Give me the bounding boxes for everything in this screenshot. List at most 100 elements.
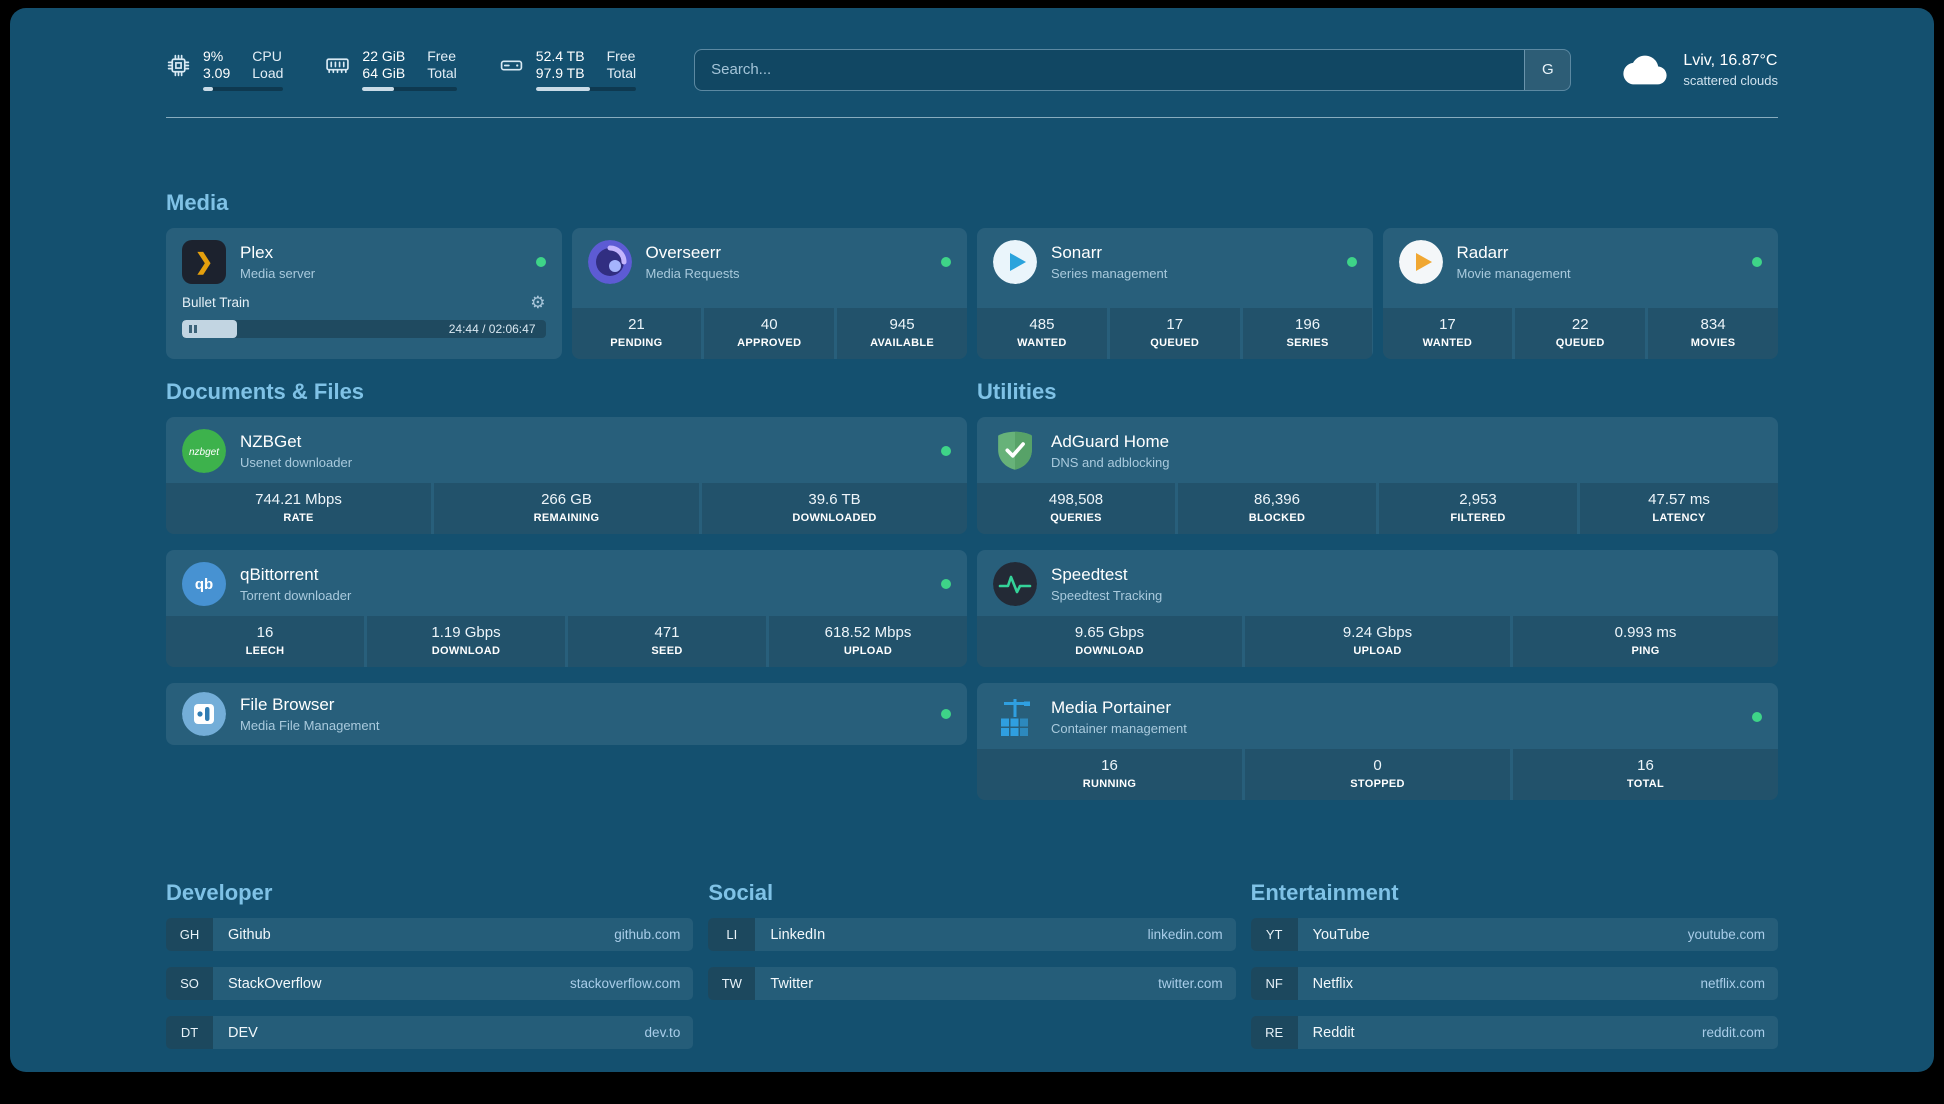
stat-value: 9.24 Gbps bbox=[1342, 624, 1413, 641]
stat-value: 47.57 ms bbox=[1648, 491, 1710, 508]
stat-value: 618.52 Mbps bbox=[824, 624, 912, 641]
stat-label: BLOCKED bbox=[1248, 512, 1306, 524]
status-dot bbox=[941, 446, 951, 456]
stat-tile: 21 PENDING bbox=[571, 308, 702, 359]
stat-label: UPLOAD bbox=[843, 645, 893, 657]
stat-label: SEED bbox=[651, 645, 683, 657]
stat-label: QUEUED bbox=[1555, 337, 1605, 349]
column-documents: Documents & Files nzbget NZBGet Usenet d… bbox=[166, 379, 967, 761]
cpu-percent: 9% bbox=[203, 48, 224, 64]
stat-label: REMAINING bbox=[533, 512, 600, 524]
stat-tile: 834 MOVIES bbox=[1648, 308, 1778, 359]
service-stats: 16 LEECH 1.19 Gbps DOWNLOAD 471 SEED 6 bbox=[166, 616, 967, 667]
service-card-nzbget[interactable]: nzbget NZBGet Usenet downloader 744.21 M… bbox=[166, 417, 967, 534]
section-media: Media ❯ Plex Media server Bullet Train bbox=[166, 190, 1778, 359]
service-card-qbittorrent[interactable]: qb qBittorrent Torrent downloader 16 LEE… bbox=[166, 550, 967, 667]
disk-label-top: Free bbox=[606, 48, 636, 64]
stat-value: 1.19 Gbps bbox=[431, 624, 501, 641]
bookmark-url: github.com bbox=[614, 927, 681, 942]
stat-label: RUNNING bbox=[1082, 778, 1137, 790]
bookmark-abbr: NF bbox=[1250, 967, 1298, 1000]
weather-condition: scattered clouds bbox=[1683, 72, 1778, 88]
service-titles: Sonarr Series management bbox=[1051, 243, 1167, 281]
search-input[interactable] bbox=[695, 49, 1525, 90]
dashboard-page: 9% CPU 3.09 Load 22 GiB bbox=[10, 8, 1934, 1072]
stat-tile: 17 QUEUED bbox=[1109, 308, 1240, 359]
bookmark-row-stackoverflow[interactable]: SO StackOverflow stackoverflow.com bbox=[166, 967, 694, 1000]
stat-value: 498,508 bbox=[1048, 491, 1104, 508]
stat-tile: 744.21 Mbps RATE bbox=[166, 483, 431, 534]
service-card-portainer[interactable]: Media Portainer Container management 16 … bbox=[977, 683, 1778, 800]
service-card-filebrowser[interactable]: File Browser Media File Management bbox=[166, 683, 967, 745]
status-dot bbox=[1346, 257, 1357, 267]
service-card-radarr[interactable]: Radarr Movie management 17 WANTED 22 QUE… bbox=[1382, 228, 1779, 359]
bookmark-row-linkedin[interactable]: LI LinkedIn linkedin.com bbox=[708, 918, 1236, 951]
stat-value: 40 bbox=[760, 316, 778, 333]
stat-label: QUEUED bbox=[1150, 337, 1200, 349]
bookmark-name: Netflix bbox=[1312, 975, 1353, 992]
service-subtitle: Media Requests bbox=[645, 266, 740, 281]
service-title: File Browser bbox=[240, 695, 335, 714]
service-card-speedtest[interactable]: Speedtest Speedtest Tracking 9.65 Gbps D… bbox=[977, 550, 1778, 667]
stat-value: 39.6 TB bbox=[808, 491, 861, 508]
service-titles: Radarr Movie management bbox=[1457, 243, 1571, 281]
service-titles: Speedtest Speedtest Tracking bbox=[1051, 565, 1162, 603]
stat-label: APPROVED bbox=[737, 337, 802, 349]
middle-columns: Documents & Files nzbget NZBGet Usenet d… bbox=[166, 379, 1778, 816]
disk-widget: 52.4 TB Free 97.9 TB Total bbox=[499, 48, 637, 91]
overseerr-icon bbox=[587, 240, 632, 284]
player-progress[interactable] bbox=[182, 320, 237, 338]
service-card-overseerr[interactable]: Overseerr Media Requests 21 PENDING 40 A… bbox=[571, 228, 967, 359]
pause-icon[interactable] bbox=[189, 325, 197, 333]
service-card-sonarr[interactable]: Sonarr Series management 485 WANTED 17 Q… bbox=[977, 228, 1373, 359]
bookmark-row-twitter[interactable]: TW Twitter twitter.com bbox=[708, 967, 1236, 1000]
stat-value: 16 bbox=[1637, 757, 1654, 774]
service-title: AdGuard Home bbox=[1051, 432, 1170, 451]
service-title: Plex bbox=[240, 243, 274, 262]
bookmark-row-dev[interactable]: DT DEV dev.to bbox=[166, 1016, 694, 1049]
stat-label: SERIES bbox=[1286, 337, 1329, 349]
service-titles: Media Portainer Container management bbox=[1051, 698, 1187, 736]
status-dot bbox=[535, 257, 546, 267]
bookmark-row-reddit[interactable]: RE Reddit reddit.com bbox=[1250, 1016, 1778, 1049]
memory-total-value: 64 GiB bbox=[362, 65, 406, 81]
service-subtitle: Container management bbox=[1051, 721, 1187, 736]
search-bar: G bbox=[694, 48, 1572, 91]
service-titles: qBittorrent Torrent downloader bbox=[240, 565, 351, 603]
nzbget-icon: nzbget bbox=[182, 429, 226, 473]
bookmark-row-netflix[interactable]: NF Netflix netflix.com bbox=[1250, 967, 1778, 1000]
bookmarks-section: Developer GH Github github.com SO StackO… bbox=[166, 880, 1778, 1072]
now-playing-title: Bullet Train bbox=[182, 295, 250, 310]
bookmark-row-github[interactable]: GH Github github.com bbox=[166, 918, 694, 951]
stat-tile: 86,396 BLOCKED bbox=[1178, 483, 1376, 534]
radarr-icon bbox=[1398, 240, 1443, 284]
service-title: Radarr bbox=[1456, 243, 1509, 262]
gear-icon[interactable]: ⚙ bbox=[530, 293, 546, 312]
bookmark-abbr: LI bbox=[708, 918, 756, 951]
memory-readout: 22 GiB Free 64 GiB Total bbox=[362, 48, 457, 91]
service-stats: 16 RUNNING 0 STOPPED 16 TOTAL bbox=[977, 749, 1778, 800]
service-card-plex[interactable]: ❯ Plex Media server Bullet Train ⚙ bbox=[166, 228, 562, 359]
service-titles: NZBGet Usenet downloader bbox=[240, 432, 352, 470]
content: 9% CPU 3.09 Load 22 GiB bbox=[166, 8, 1778, 1072]
search-provider-button[interactable]: G bbox=[1524, 49, 1571, 90]
portainer-icon bbox=[993, 695, 1037, 739]
section-title-developer: Developer bbox=[166, 880, 273, 905]
memory-free-value: 22 GiB bbox=[362, 48, 406, 64]
service-subtitle: Speedtest Tracking bbox=[1051, 588, 1163, 603]
bookmark-row-youtube[interactable]: YT YouTube youtube.com bbox=[1250, 918, 1778, 951]
bookmark-url: youtube.com bbox=[1687, 927, 1765, 942]
stat-tile: 16 RUNNING bbox=[977, 749, 1242, 800]
memory-progress-bar bbox=[362, 87, 457, 91]
section-title-entertainment: Entertainment bbox=[1250, 880, 1399, 905]
service-stats: 9.65 Gbps DOWNLOAD 9.24 Gbps UPLOAD 0.99… bbox=[977, 616, 1778, 667]
service-stats: 744.21 Mbps RATE 266 GB REMAINING 39.6 T… bbox=[166, 483, 967, 534]
media-grid: ❯ Plex Media server Bullet Train ⚙ bbox=[166, 228, 1778, 359]
service-title: Sonarr bbox=[1051, 243, 1103, 262]
stat-label: LEECH bbox=[245, 645, 285, 657]
stat-value: 22 bbox=[1571, 316, 1589, 333]
service-card-adguard[interactable]: AdGuard Home DNS and adblocking 498,508 … bbox=[977, 417, 1778, 534]
service-stats: 17 WANTED 22 QUEUED 834 MOVIES bbox=[1382, 308, 1779, 359]
section-title-documents: Documents & Files bbox=[166, 379, 365, 404]
section-title-social: Social bbox=[708, 880, 774, 905]
